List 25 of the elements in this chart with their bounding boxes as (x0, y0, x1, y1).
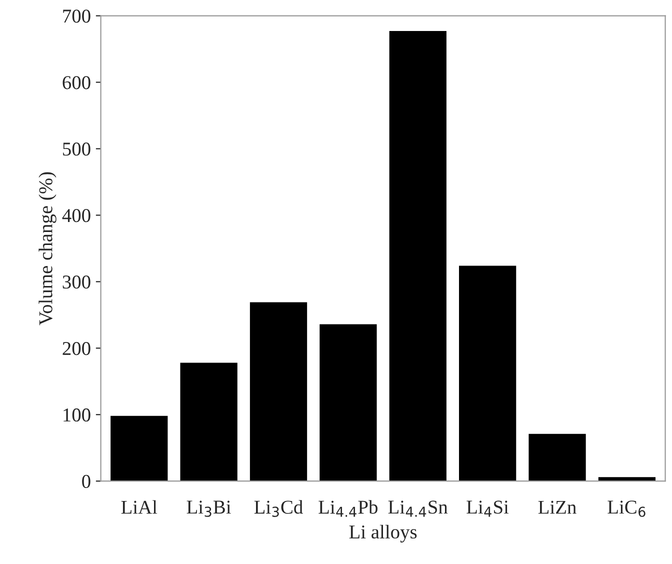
x-tick-label: Li$_{3}$Cd (254, 500, 303, 517)
y-tick-label: 500 (63, 142, 90, 156)
bar (110, 416, 168, 482)
y-tick-label: 600 (62, 76, 90, 90)
bar (389, 31, 446, 482)
bar (180, 362, 238, 482)
x-axis-title: Li alloys (349, 524, 417, 543)
y-tick-label: 400 (62, 209, 90, 222)
y-tick-label: 700 (63, 10, 90, 23)
bar (320, 324, 377, 482)
x-tick-label: Li$_{4.4}$Pb (318, 500, 378, 517)
y-tick-label: 200 (62, 342, 90, 356)
x-tick-label: Li$_{3}$Bi (186, 500, 231, 517)
y-axis-title: Volume change (%) (38, 172, 56, 326)
x-tick-label: LiAl (121, 500, 158, 514)
y-tick-label: 100 (64, 408, 90, 422)
y-tick-label: 0 (82, 474, 90, 488)
x-tick-label: Li$_{4.4}$Sn (388, 500, 448, 517)
y-tick-label: 300 (62, 275, 90, 289)
x-tick-label: LiC$_{6}$ (608, 500, 646, 517)
x-tick-label: LiZn (538, 500, 576, 514)
bar (459, 266, 516, 482)
bar (528, 434, 586, 482)
x-tick-label: Li$_{4}$Si (466, 500, 509, 517)
bar (250, 302, 308, 482)
